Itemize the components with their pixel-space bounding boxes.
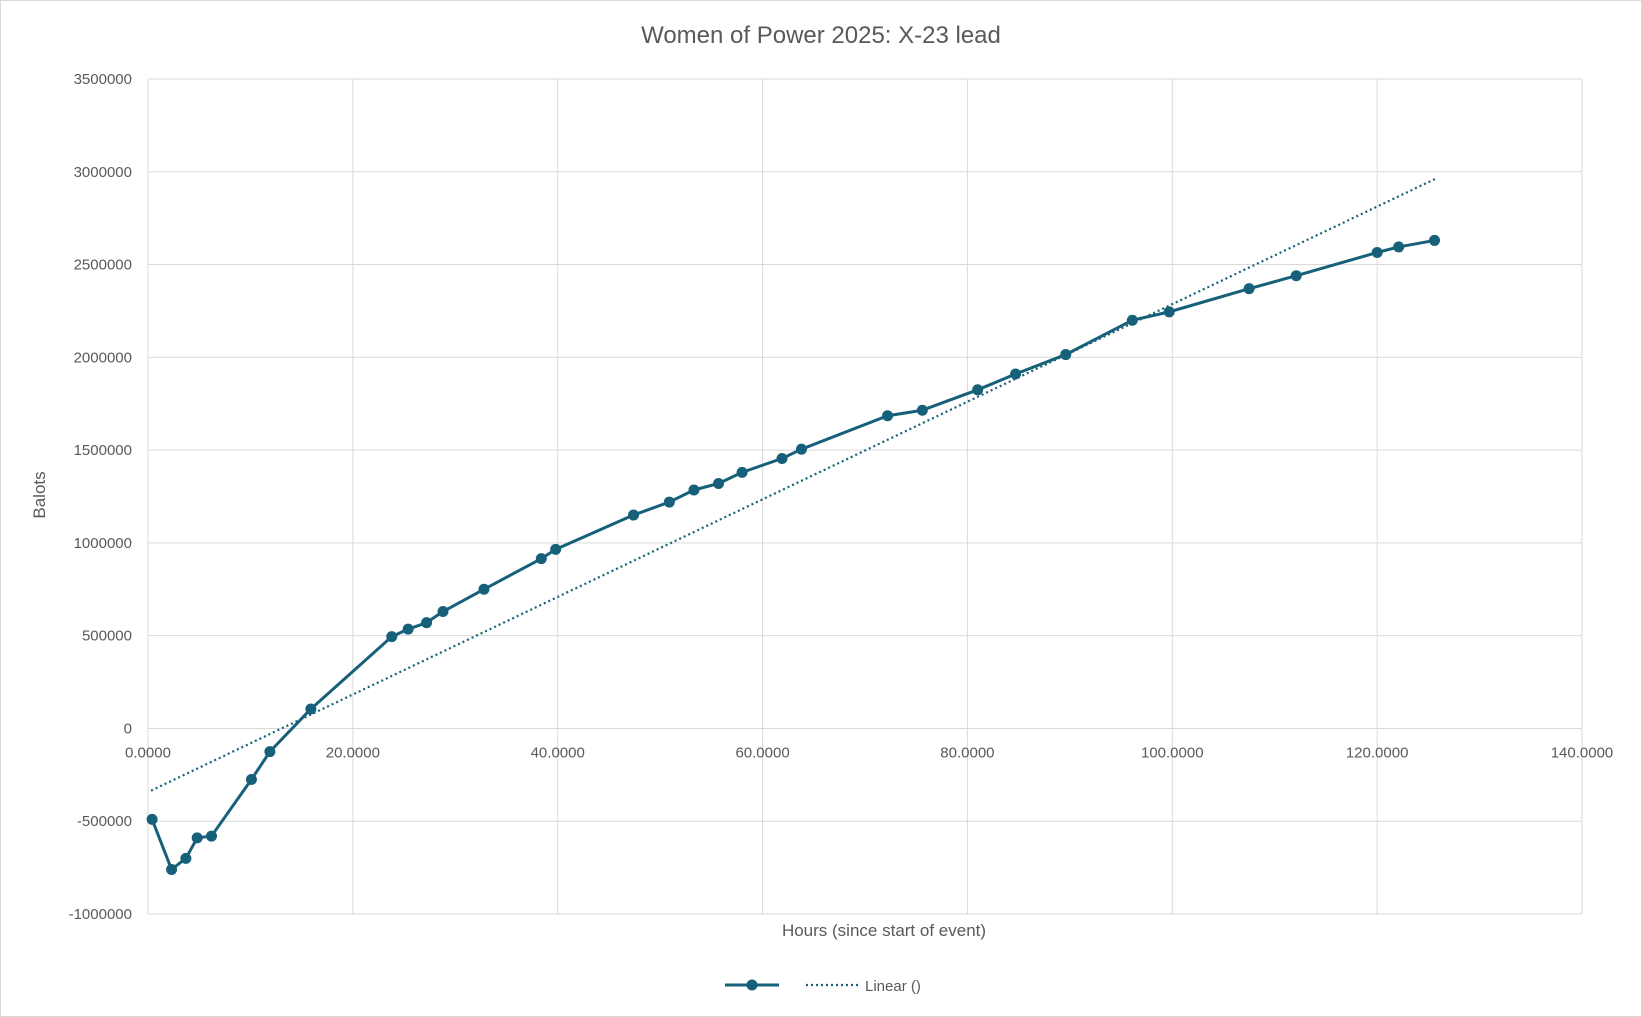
chart-title: Women of Power 2025: X-23 lead bbox=[641, 22, 1001, 49]
x-axis-tick-labels: 0.0000 20.0000 40.0000 60.0000 80.0000 100.00… bbox=[125, 744, 1613, 761]
data-point bbox=[478, 583, 490, 595]
x-tick-label: 40.0000 bbox=[531, 744, 585, 761]
data-point bbox=[535, 553, 547, 565]
series-layer bbox=[146, 177, 1441, 875]
x-tick-label: 80.0000 bbox=[940, 744, 994, 761]
data-point bbox=[386, 631, 398, 643]
y-axis-title: Balots bbox=[30, 471, 49, 518]
x-tick-label: 20.0000 bbox=[326, 744, 380, 761]
data-point bbox=[421, 617, 433, 629]
linear-trendline bbox=[150, 177, 1438, 792]
data-point bbox=[1126, 314, 1138, 326]
y-tick-label: 2500000 bbox=[74, 257, 132, 274]
data-point bbox=[1010, 368, 1022, 380]
data-point bbox=[180, 852, 192, 864]
data-point bbox=[1393, 241, 1405, 253]
data-point bbox=[166, 863, 178, 875]
x-tick-label: 120.0000 bbox=[1346, 744, 1409, 761]
data-point bbox=[245, 773, 257, 785]
y-tick-label: -500000 bbox=[77, 813, 132, 830]
x-tick-label: 60.0000 bbox=[735, 744, 789, 761]
data-point bbox=[1429, 234, 1441, 246]
y-tick-label: 0 bbox=[124, 720, 132, 737]
data-point bbox=[916, 404, 928, 416]
data-point bbox=[1243, 283, 1255, 295]
y-tick-label: 1500000 bbox=[74, 442, 132, 459]
data-point bbox=[713, 478, 725, 490]
data-point bbox=[776, 452, 788, 464]
data-point bbox=[882, 410, 894, 422]
x-tick-label: 100.0000 bbox=[1141, 744, 1204, 761]
data-point bbox=[264, 746, 276, 758]
data-point bbox=[402, 623, 414, 635]
data-point bbox=[795, 443, 807, 455]
data-point bbox=[206, 830, 218, 842]
data-point bbox=[736, 466, 748, 478]
legend-label-trendline: Linear () bbox=[865, 978, 921, 995]
y-tick-label: 1000000 bbox=[74, 535, 132, 552]
data-point bbox=[1290, 270, 1302, 282]
data-point bbox=[146, 813, 158, 825]
data-point bbox=[191, 832, 203, 844]
y-tick-label: 3500000 bbox=[74, 71, 132, 88]
data-point bbox=[663, 496, 675, 508]
y-tick-label: 3000000 bbox=[74, 164, 132, 181]
data-point bbox=[972, 384, 984, 396]
data-point bbox=[550, 543, 562, 555]
x-tick-label: 0.0000 bbox=[125, 744, 171, 761]
data-point bbox=[1163, 306, 1175, 318]
gridlines bbox=[147, 78, 1583, 915]
data-point bbox=[628, 509, 640, 521]
data-point bbox=[305, 703, 317, 715]
x-axis-title: Hours (since start of event) bbox=[782, 921, 986, 940]
series-line bbox=[150, 238, 1435, 871]
data-point bbox=[1060, 349, 1072, 361]
legend-swatch-series-marker bbox=[746, 979, 758, 991]
y-tick-label: 2000000 bbox=[74, 349, 132, 366]
data-point bbox=[437, 606, 449, 618]
data-point bbox=[688, 484, 700, 496]
y-axis-tick-labels: -1000000 -500000 0 500000 1000000 1500000 2000… bbox=[69, 71, 132, 923]
y-tick-label: 500000 bbox=[82, 628, 132, 645]
legend: Linear () bbox=[725, 978, 921, 995]
y-tick-label: -1000000 bbox=[69, 906, 132, 923]
data-point bbox=[1371, 246, 1383, 258]
x-tick-label: 140.0000 bbox=[1551, 744, 1614, 761]
